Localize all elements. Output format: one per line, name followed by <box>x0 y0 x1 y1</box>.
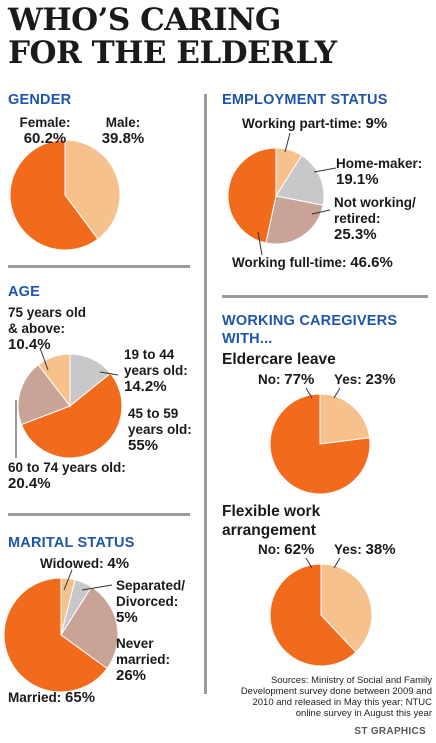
label-widowed: Widowed: 4% <box>40 555 130 572</box>
age-pie-chart <box>17 353 123 459</box>
label-not-working-retired: Not working/ retired: 25.3% <box>334 195 416 243</box>
gender-heading: GENDER <box>8 92 72 108</box>
eldercare-leave-subtitle: Eldercare leave <box>222 351 336 368</box>
label-age-75-above: 75 years old & above: 10.4% <box>8 305 87 353</box>
title-line-2: FOR THE ELDERLY <box>8 35 337 71</box>
pie-slice-male <box>64 139 121 240</box>
label-flex-no: No: 62% <box>258 541 315 558</box>
label-leave-yes: Yes: 23% <box>334 371 396 388</box>
title-line-1: WHO’S CARING <box>8 2 281 38</box>
employment-heading: EMPLOYMENT STATUS <box>222 92 388 108</box>
label-leave-no: No: 77% <box>258 371 315 388</box>
caregivers-heading: WORKING CAREGIVERS WITH... <box>222 312 422 348</box>
infographic-title: WHO’S CARING FOR THE ELDERLY <box>8 4 428 70</box>
marital-heading: MARITAL STATUS <box>8 535 135 551</box>
gender-pie-chart <box>9 139 121 251</box>
pie-slice-45-to-59-years-old <box>20 372 123 459</box>
pie-slice-home-maker <box>275 154 325 206</box>
label-flex-yes: Yes: 38% <box>334 541 396 558</box>
pie-slice-no <box>269 393 371 495</box>
label-home-maker: Home-maker: 19.1% <box>336 156 423 188</box>
pie-slice-yes <box>319 393 371 445</box>
label-age-45-59: 45 to 59 years old: 55% <box>128 406 192 454</box>
pie-slice-no <box>269 563 357 667</box>
divider-employment-caregivers <box>222 295 428 298</box>
divider-gender-age <box>8 265 190 268</box>
caregivers-heading-text: WORKING CAREGIVERS WITH... <box>222 313 398 347</box>
sources-note: Sources: Ministry of Social and Family D… <box>240 675 432 719</box>
label-working-part-time: Working part-time: 9% <box>242 115 388 132</box>
pie-slice-yes <box>320 563 373 653</box>
pie-slice-working-full-time <box>227 147 277 244</box>
pie-slice-never-married <box>60 586 119 670</box>
divider-age-marital <box>8 513 190 516</box>
label-married: Married: 65% <box>8 689 96 706</box>
marital-pie-chart <box>3 577 119 693</box>
age-heading: AGE <box>8 284 41 300</box>
label-age-60-74: 60 to 74 years old: 20.4% <box>8 460 126 492</box>
label-age-19-44: 19 to 44 years old: 14.2% <box>124 347 188 395</box>
flexible-work-pie-chart <box>269 563 373 667</box>
pie-slice-60-to-74-years-old <box>17 364 71 426</box>
graphics-credit: ST GRAPHICS <box>354 726 426 737</box>
pie-slice-married <box>3 577 108 693</box>
column-divider <box>204 94 207 694</box>
employment-pie-chart <box>227 147 325 245</box>
flexible-work-subtitle-text: Flexible work arrangement <box>222 503 321 539</box>
label-separated-divorced: Separated/ Divorced: 5% <box>116 578 186 626</box>
eldercare-leave-pie-chart <box>269 393 371 495</box>
label-never-married: Never married: 26% <box>116 636 171 684</box>
label-female: Female: 60.2% <box>19 115 71 147</box>
pie-slice-female <box>9 139 99 251</box>
flexible-work-subtitle: Flexible work arrangement <box>222 502 362 540</box>
label-male: Male: 39.8% <box>101 115 145 147</box>
label-working-full-time: Working full-time: 46.6% <box>232 254 393 271</box>
